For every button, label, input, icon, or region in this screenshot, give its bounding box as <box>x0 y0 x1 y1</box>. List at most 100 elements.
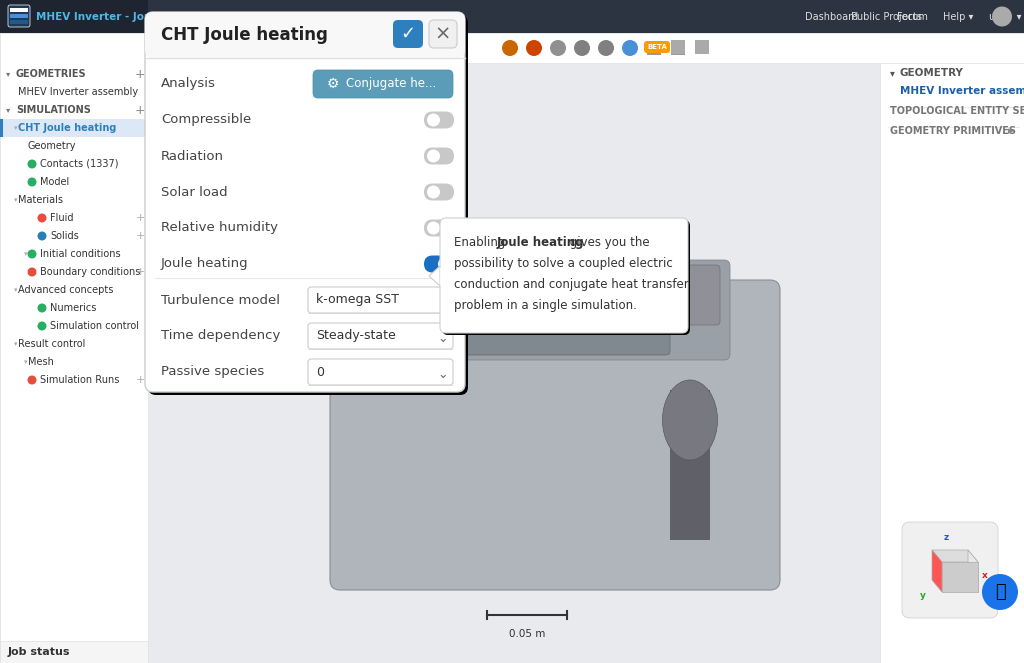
Text: z: z <box>943 534 948 542</box>
Text: Radiation: Radiation <box>161 149 224 162</box>
Text: ⌄: ⌄ <box>437 367 449 381</box>
Circle shape <box>502 40 518 56</box>
Text: ⌄: ⌄ <box>437 296 449 308</box>
Circle shape <box>427 186 440 198</box>
Bar <box>695 40 709 54</box>
Circle shape <box>38 304 46 312</box>
Text: Contacts (1337): Contacts (1337) <box>40 159 119 169</box>
Text: ⚙: ⚙ <box>327 77 340 91</box>
Text: Simulation Runs: Simulation Runs <box>40 375 120 385</box>
Text: Help ▾: Help ▾ <box>943 11 974 21</box>
Text: BETA: BETA <box>647 44 667 50</box>
Text: 0.05 m: 0.05 m <box>509 629 545 639</box>
Text: +: + <box>135 375 144 385</box>
FancyBboxPatch shape <box>424 219 454 237</box>
Polygon shape <box>932 550 978 562</box>
Text: Materials: Materials <box>18 195 63 205</box>
Circle shape <box>438 257 451 271</box>
Text: ▾: ▾ <box>6 105 10 115</box>
Circle shape <box>28 375 37 385</box>
Circle shape <box>526 40 542 56</box>
Circle shape <box>38 322 46 330</box>
Text: Turbulence model: Turbulence model <box>161 294 280 306</box>
Bar <box>0 0 1024 33</box>
FancyBboxPatch shape <box>360 260 730 360</box>
Text: Mesh: Mesh <box>28 357 54 367</box>
Text: Dashboard: Dashboard <box>805 11 858 21</box>
FancyBboxPatch shape <box>429 20 457 48</box>
Text: MHEV Inverter - Joule heati...: MHEV Inverter - Joule heati... <box>36 11 208 21</box>
Text: ⌄: ⌄ <box>437 332 449 345</box>
Bar <box>671 41 685 55</box>
Circle shape <box>574 40 590 56</box>
FancyBboxPatch shape <box>313 70 453 98</box>
Text: ▸: ▸ <box>1009 126 1014 136</box>
FancyBboxPatch shape <box>148 15 468 395</box>
Text: Initial conditions: Initial conditions <box>40 249 121 259</box>
Text: 💬: 💬 <box>994 583 1006 601</box>
Text: SIMULATIONS: SIMULATIONS <box>16 105 91 115</box>
Text: Numerics: Numerics <box>50 303 96 313</box>
Text: Time dependency: Time dependency <box>161 330 281 343</box>
Circle shape <box>427 221 440 235</box>
Text: Joule heating: Joule heating <box>161 257 249 271</box>
FancyBboxPatch shape <box>442 220 690 335</box>
Text: +: + <box>135 213 144 223</box>
Bar <box>0 33 148 663</box>
Text: problem in a single simulation.: problem in a single simulation. <box>454 299 637 312</box>
Text: Geometry: Geometry <box>28 141 77 151</box>
FancyBboxPatch shape <box>524 250 549 310</box>
Text: Enabling: Enabling <box>454 236 509 249</box>
Text: ▾: ▾ <box>24 251 28 257</box>
Text: Analysis: Analysis <box>161 78 216 91</box>
Bar <box>148 33 1024 63</box>
Text: ▾: ▾ <box>14 197 17 203</box>
Text: +: + <box>135 267 144 277</box>
Bar <box>670 390 710 540</box>
FancyBboxPatch shape <box>330 280 780 590</box>
Text: possibility to solve a coupled electric: possibility to solve a coupled electric <box>454 257 673 270</box>
Text: y: y <box>920 591 926 601</box>
FancyBboxPatch shape <box>424 184 454 200</box>
FancyBboxPatch shape <box>308 359 453 385</box>
Text: ▾: ▾ <box>14 287 17 293</box>
Text: CHT Joule heating: CHT Joule heating <box>161 26 328 44</box>
Circle shape <box>28 267 37 276</box>
Text: 0: 0 <box>316 365 324 379</box>
Text: Compressible: Compressible <box>161 113 251 127</box>
Bar <box>10 8 28 12</box>
Text: ✓: ✓ <box>400 25 416 43</box>
Bar <box>0 119 148 137</box>
Text: Result control: Result control <box>18 339 85 349</box>
Circle shape <box>598 40 614 56</box>
Text: CHT Joule heating: CHT Joule heating <box>18 123 117 133</box>
FancyBboxPatch shape <box>562 250 587 310</box>
Circle shape <box>28 160 37 168</box>
Text: Public Projects: Public Projects <box>851 11 922 21</box>
Circle shape <box>28 249 37 259</box>
Text: Passive species: Passive species <box>161 365 264 379</box>
Text: Solids: Solids <box>50 231 79 241</box>
Text: Simulation control: Simulation control <box>50 321 139 331</box>
Text: ▾: ▾ <box>6 70 10 78</box>
Text: GEOMETRY: GEOMETRY <box>900 68 964 78</box>
Text: +: + <box>135 103 145 117</box>
Circle shape <box>38 213 46 223</box>
Text: +: + <box>135 231 144 241</box>
Circle shape <box>622 40 638 56</box>
Bar <box>0 0 148 33</box>
Text: Boundary conditions: Boundary conditions <box>40 267 140 277</box>
Text: ▾: ▾ <box>24 359 28 365</box>
Bar <box>10 14 28 18</box>
Text: Solar load: Solar load <box>161 186 227 198</box>
Text: gives you the: gives you the <box>566 236 650 249</box>
Text: conduction and conjugate heat transfer: conduction and conjugate heat transfer <box>454 278 689 291</box>
Text: Joule heating: Joule heating <box>497 236 584 249</box>
FancyBboxPatch shape <box>640 265 720 325</box>
Text: GEOMETRIES: GEOMETRIES <box>16 69 87 79</box>
FancyBboxPatch shape <box>486 250 511 310</box>
Circle shape <box>38 231 46 241</box>
Circle shape <box>992 7 1012 27</box>
Circle shape <box>28 178 37 186</box>
FancyBboxPatch shape <box>410 250 435 310</box>
